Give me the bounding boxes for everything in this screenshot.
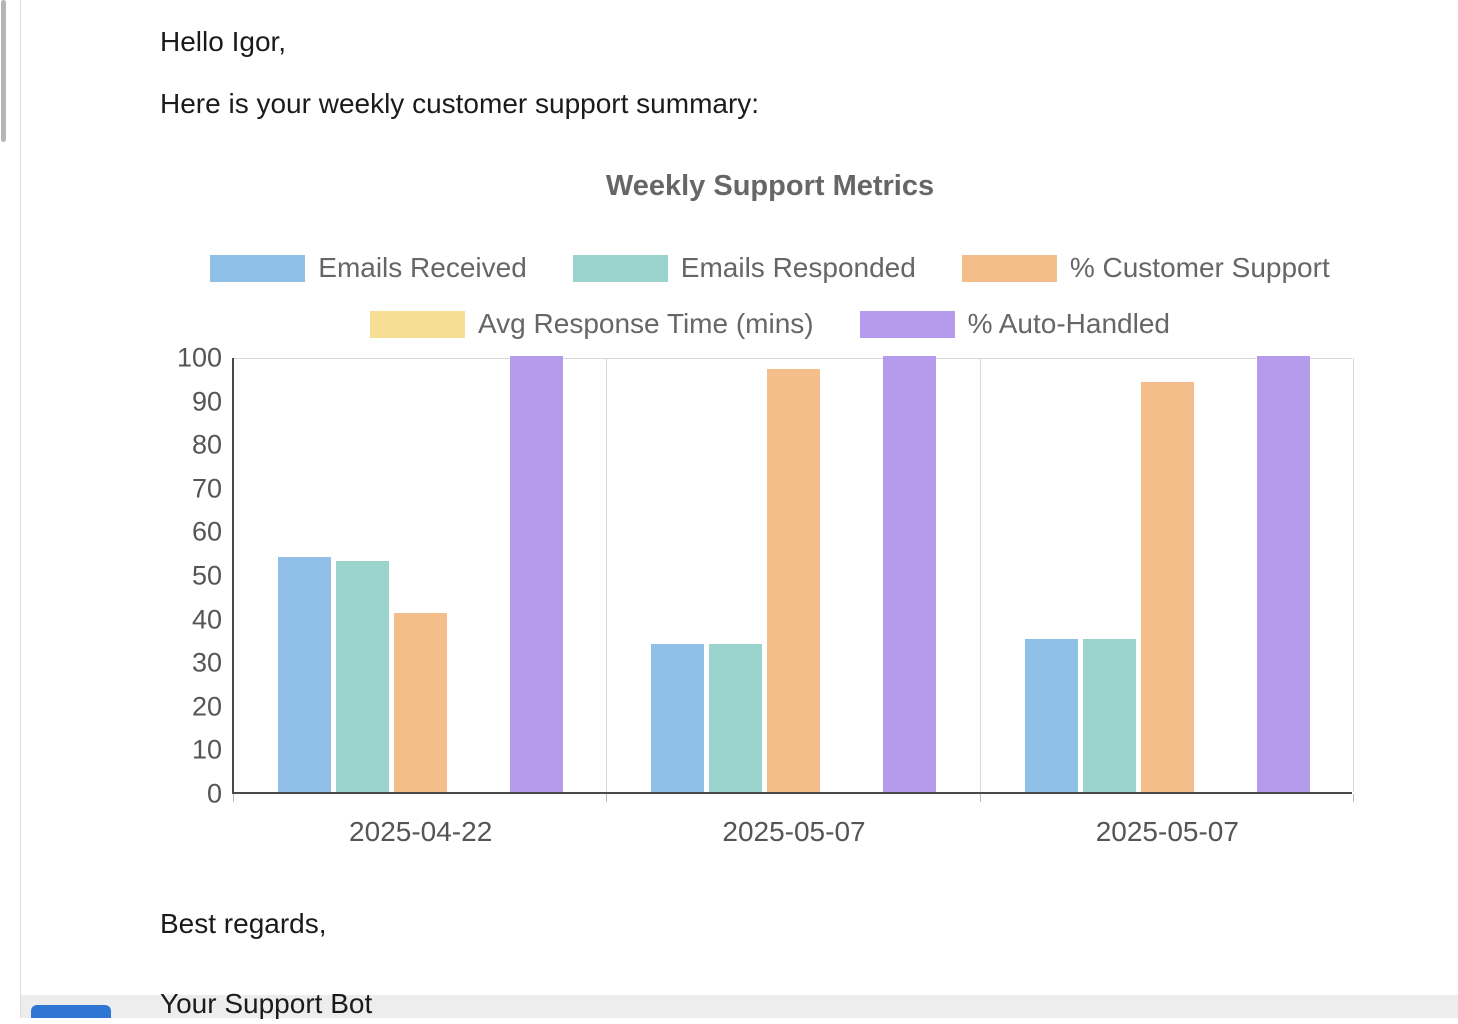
y-axis-tick-label: 80 [191, 429, 222, 460]
legend-label: % Auto-Handled [967, 308, 1170, 339]
bar-group [234, 356, 607, 792]
bar [767, 369, 821, 792]
y-axis-tick-label: 70 [191, 473, 222, 504]
y-axis-tick-label: 50 [191, 560, 222, 591]
bar [1024, 639, 1078, 792]
x-axis-tick [233, 794, 234, 802]
scrollbar-thumb[interactable] [1, 0, 6, 142]
signoff-line-1: Best regards, [160, 908, 327, 939]
legend-label: Emails Received [318, 252, 527, 283]
gridline-vertical [606, 358, 608, 792]
email-signoff: Best regards, Your Support Bot [160, 904, 372, 1024]
gridline-vertical [1353, 358, 1354, 792]
y-axis-tick-label: 60 [191, 516, 222, 547]
bar-group [981, 356, 1354, 792]
bar [709, 643, 763, 792]
y-axis-tick-label: 30 [191, 647, 222, 678]
y-axis-tick-label: 40 [191, 604, 222, 635]
weekly-support-metrics-chart: Weekly Support Metrics Emails Received Em… [160, 160, 1380, 880]
gridline-vertical [979, 358, 981, 792]
bar [1082, 639, 1136, 792]
legend-label: Avg Response Time (mins) [478, 308, 814, 339]
y-axis-tick-label: 90 [191, 386, 222, 417]
bar [1140, 382, 1194, 792]
email-greeting: Hello Igor, [160, 26, 287, 57]
legend-item: Emails Responded [572, 252, 916, 284]
bar [1256, 356, 1310, 792]
bar [651, 643, 705, 792]
bar [510, 356, 564, 792]
bar [394, 613, 448, 792]
email-intro: Here is your weekly customer support sum… [160, 88, 760, 119]
signoff-line-2: Your Support Bot [160, 988, 373, 1019]
chart-legend: Emails Received Emails Responded % Custome… [160, 252, 1380, 340]
legend-label: Emails Responded [680, 252, 916, 283]
x-axis-tick [1353, 794, 1354, 802]
plot-area: 2025-04-22 2025-05-07 2025-05-07 0 10 20 30 40 5… [177, 344, 1354, 847]
x-axis-label: 2025-05-07 [1095, 816, 1239, 847]
legend-swatch [961, 254, 1057, 282]
legend-swatch [370, 310, 466, 338]
partial-button[interactable] [31, 1005, 111, 1018]
bar-group [607, 356, 980, 792]
legend-item: % Auto-Handled [859, 308, 1170, 340]
legend-label: % Customer Support [1069, 252, 1330, 283]
y-axis-tick-label: 100 [176, 342, 222, 373]
legend-swatch [210, 254, 306, 282]
x-axis-tick [979, 794, 981, 802]
bar [883, 356, 937, 792]
legend-swatch [572, 254, 668, 282]
legend-item: Avg Response Time (mins) [370, 308, 814, 340]
bottom-bar [21, 995, 1458, 1018]
bar [278, 556, 332, 792]
gridline-top [234, 358, 1352, 359]
legend-item: % Customer Support [961, 252, 1330, 284]
bar [336, 560, 390, 792]
chart-title: Weekly Support Metrics [605, 170, 935, 202]
y-axis-tick-label: 0 [206, 778, 222, 809]
y-axis-tick-label: 20 [191, 691, 222, 722]
left-pane-divider [20, 0, 21, 1018]
x-axis-label: 2025-05-07 [722, 816, 866, 847]
x-axis-label: 2025-04-22 [349, 816, 493, 847]
legend-swatch [859, 310, 955, 338]
y-axis-tick-label: 10 [191, 734, 222, 765]
legend-item: Emails Received [210, 252, 527, 284]
x-axis-tick [606, 794, 608, 802]
